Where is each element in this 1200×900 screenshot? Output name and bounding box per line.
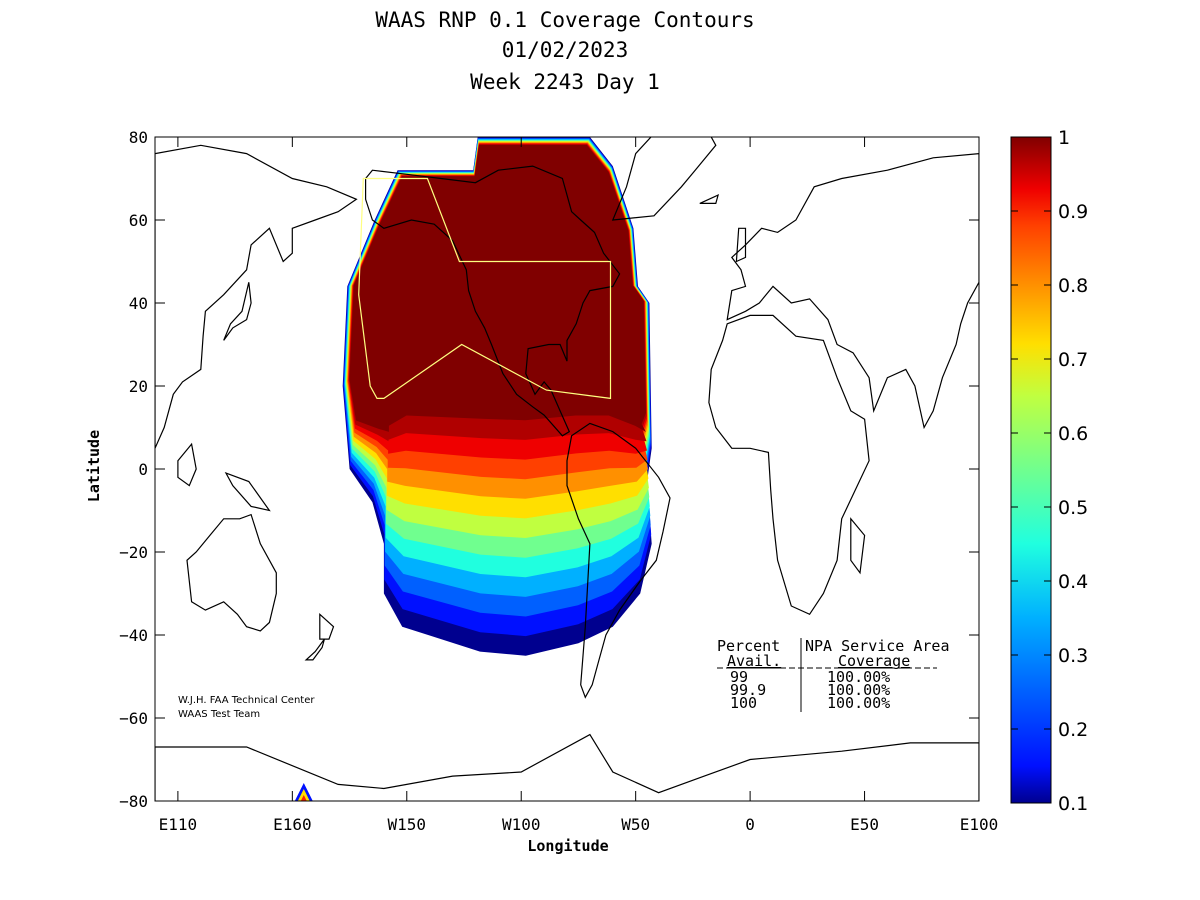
landmass-outline (566, 422, 671, 699)
x-tick-label: W150 (388, 815, 427, 834)
table-row-coverage: 100.00% (827, 694, 890, 712)
landmass-outline (699, 194, 720, 204)
colorbar-tick-label: 0.3 (1058, 645, 1088, 667)
landmass-outline (365, 165, 621, 437)
colorbar-tick-label: 0.2 (1058, 719, 1088, 741)
colorbar-tick-label: 0.8 (1058, 275, 1088, 297)
x-tick-label: 0 (745, 815, 755, 834)
colorbar-ticks: 0.1 0.2 0.3 0.4 0.5 0.6 0.7 0.8 0.9 1 (1011, 127, 1088, 815)
service-area-polygon (358, 177, 612, 400)
x-tick-label: E110 (159, 815, 198, 834)
colorbar-tick-label: 0.5 (1058, 497, 1088, 519)
x-tick-label: W50 (621, 815, 650, 834)
colorbar-tick-label: 1 (1058, 127, 1070, 149)
x-tick-label: E160 (273, 815, 312, 834)
y-axis-ticks: 80 60 40 20 0 −20 −40 −60 −80 (119, 128, 979, 811)
colorbar-tick-label: 0.4 (1058, 571, 1088, 593)
continent-outlines (155, 137, 979, 801)
chart-week-day: Week 2243 Day 1 (470, 70, 660, 94)
landmass-outline (726, 152, 979, 430)
table-col1-header: Percent (717, 637, 780, 655)
y-axis-label: Latitude (85, 430, 103, 502)
x-axis-ticks: E110 E160 W150 W100 W50 0 E50 E100 (159, 137, 999, 834)
table-col1-sub: Avail. (727, 652, 781, 670)
coverage-contours (294, 137, 652, 801)
landmass-outline (735, 227, 747, 263)
y-tick-label: −80 (119, 792, 148, 811)
y-tick-label: −60 (119, 709, 148, 728)
x-axis-label: Longitude (527, 837, 608, 855)
colorbar-tick-label: 0.9 (1058, 201, 1088, 223)
landmass-outline (155, 144, 358, 449)
contour-band (349, 145, 646, 432)
landmass-outline (186, 513, 277, 632)
credit-line-2: WAAS Test Team (178, 709, 260, 720)
y-tick-label: 80 (129, 128, 148, 147)
y-tick-label: 40 (129, 294, 148, 313)
landmass-outline (708, 314, 870, 616)
table-row-coverage: 100.00% (827, 681, 890, 699)
table-col2-header: NPA Service Area (805, 637, 950, 655)
x-tick-label: W100 (502, 815, 541, 834)
y-tick-label: −40 (119, 626, 148, 645)
chart-date: 01/02/2023 (501, 38, 629, 62)
landmass-outline (224, 471, 271, 512)
availability-table: Percent Avail. NPA Service Area Coverage… (717, 637, 950, 712)
table-row-avail: 100 (730, 694, 757, 712)
y-tick-label: 0 (138, 460, 148, 479)
colorbar (1010, 136, 1052, 804)
table-row-avail: 99 (730, 668, 748, 686)
contour-band (300, 795, 307, 801)
landmass-outline (223, 282, 252, 341)
credit-text: W.J.H. FAA Technical Center WAAS Test Te… (178, 695, 315, 720)
y-tick-label: 20 (129, 377, 148, 396)
landmass-outline (319, 612, 335, 640)
credit-line-1: W.J.H. FAA Technical Center (178, 695, 315, 706)
landmass-outline (611, 137, 717, 221)
y-tick-label: −20 (119, 543, 148, 562)
colorbar-tick-label: 0.6 (1058, 423, 1088, 445)
landmass-outline (177, 442, 197, 487)
chart-title: WAAS RNP 0.1 Coverage Contours (375, 8, 755, 32)
table-row-coverage: 100.00% (827, 668, 890, 686)
landmass-outline (304, 638, 325, 661)
service-area-outline (358, 177, 612, 400)
y-tick-label: 60 (129, 211, 148, 230)
colorbar-tick-label: 0.1 (1058, 793, 1088, 815)
table-row-avail: 99.9 (730, 681, 766, 699)
x-tick-label: E50 (850, 815, 879, 834)
landmass-outline (850, 517, 866, 575)
table-col2-sub: Coverage (838, 652, 910, 670)
colorbar-tick-label: 0.7 (1058, 349, 1088, 371)
x-tick-label: E100 (960, 815, 999, 834)
landmass-outline (155, 733, 979, 801)
